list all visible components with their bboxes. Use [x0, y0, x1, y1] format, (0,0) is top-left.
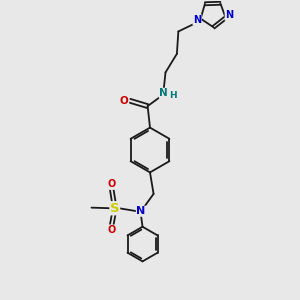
Text: N: N: [225, 11, 233, 20]
Text: O: O: [120, 96, 129, 106]
Text: N: N: [159, 88, 168, 98]
Text: S: S: [110, 202, 120, 215]
Text: O: O: [108, 179, 116, 189]
Text: H: H: [169, 91, 177, 100]
Text: O: O: [108, 225, 116, 235]
Text: N: N: [136, 206, 146, 216]
Text: N: N: [193, 15, 201, 25]
